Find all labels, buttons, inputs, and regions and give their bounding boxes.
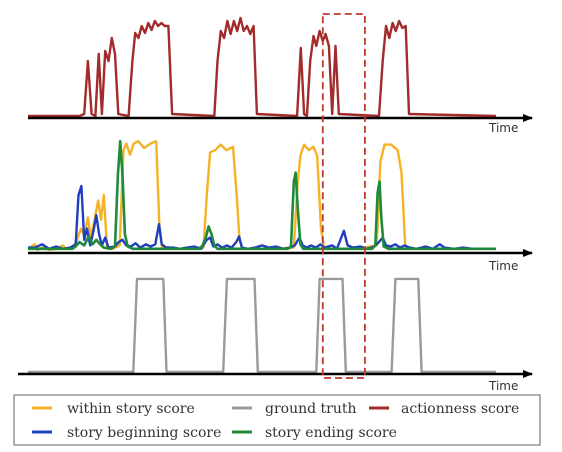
legend: within story score ground truth actionne…: [13, 394, 541, 446]
legend-label-within: within story score: [67, 401, 195, 417]
series-ground-truth: [28, 277, 496, 374]
axis-label-time-2: Time: [488, 259, 518, 273]
legend-label-actionness: actionness score: [401, 401, 519, 417]
legend-item-beginning: story beginning score: [32, 425, 221, 441]
highlight-box: [321, 13, 366, 379]
legend-item-within: within story score: [32, 401, 195, 417]
panel-stories: Time: [27, 139, 533, 273]
axis-label-time-3: Time: [488, 379, 518, 393]
legend-item-actionness: actionness score: [369, 401, 519, 417]
series-actionness: [28, 16, 497, 118]
series-beginning: [28, 184, 496, 251]
series-ending: [28, 139, 496, 251]
legend-label-beginning: story beginning score: [67, 425, 221, 441]
panel-ground-truth: Time: [18, 277, 533, 393]
legend-frame: [13, 394, 541, 446]
legend-label-ending: story ending score: [265, 425, 397, 441]
panel-actionness: Time: [28, 16, 533, 135]
legend-item-ground-truth: ground truth: [232, 401, 357, 417]
axis-label-time-1: Time: [488, 121, 518, 135]
legend-item-ending: story ending score: [232, 425, 397, 441]
legend-label-ground-truth: ground truth: [265, 401, 357, 417]
